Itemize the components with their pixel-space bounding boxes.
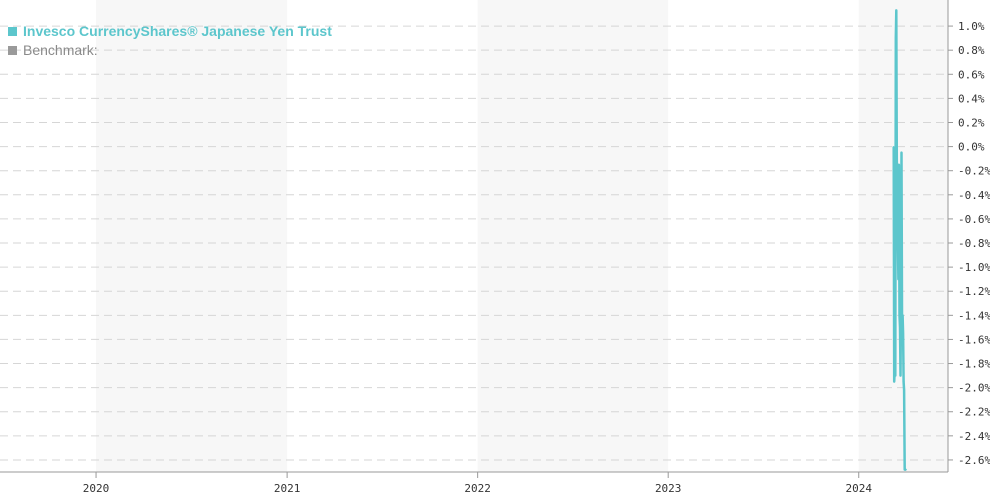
data-point [896,158,898,160]
data-point [893,145,895,148]
y-tick-label: -0.2% [958,165,990,178]
y-tick-label: -0.6% [958,213,990,226]
y-tick-label: 0.6% [958,68,985,81]
y-axis: 1.0% 0.8% 0.6% 0.4% 0.2% 0.0% -0.2% -0.4% -0.6% -… [947,0,990,472]
data-point [900,152,903,154]
data-point [902,332,904,335]
data-point [893,381,895,383]
legend-fund-label: Invesco CurrencyShares® Japanese Yen Tru… [23,23,332,39]
gridlines [0,25,948,461]
x-tick-label: 2022 [464,482,491,495]
y-tick-label: -2.6% [958,454,990,467]
y-tick-label: 0.4% [958,92,985,105]
year-band-2020 [96,0,288,472]
x-tick-label: 2024 [845,482,872,495]
x-tick-label: 2020 [83,482,110,495]
y-tick-label: -1.8% [958,358,990,371]
fund-swatch [8,27,17,36]
data-point [905,468,907,471]
data-point [900,308,902,310]
data-point [894,374,896,377]
series-layer [892,9,907,471]
data-point [903,389,905,391]
data-point [897,278,900,280]
data-point [904,468,906,471]
y-tick-label: -0.8% [958,237,990,250]
y-tick-label: 1.0% [958,20,985,33]
y-tick-label: -1.0% [958,261,990,274]
legend: Invesco CurrencyShares® Japanese Yen Tru… [8,22,332,60]
data-point [903,381,905,383]
data-point [898,164,900,166]
y-tick-label: -2.2% [958,406,990,419]
data-point [895,9,897,12]
y-tick-label: -0.4% [958,189,990,202]
y-tick-label: 0.2% [958,116,985,129]
data-point [897,242,899,244]
data-point [894,368,896,371]
y-tick-label: -2.0% [958,382,990,395]
data-point [896,212,898,214]
y-tick-label: 0.0% [958,141,985,154]
x-tick-label: 2021 [274,482,301,495]
x-tick-label: 2023 [655,482,682,495]
benchmark-swatch [8,46,17,55]
x-axis: 2020 2021 2022 2023 2024 [0,471,948,495]
year-bands [96,0,948,472]
y-tick-label: 0.8% [958,44,985,57]
y-tick-label: -2.4% [958,430,990,443]
data-point [898,314,901,316]
data-point [901,314,904,316]
y-tick-label: -1.2% [958,285,990,298]
year-band-2022 [477,0,669,472]
legend-item-fund[interactable]: Invesco CurrencyShares® Japanese Yen Tru… [8,22,332,41]
data-point [895,37,897,39]
legend-benchmark-label: Benchmark: [23,42,98,58]
y-tick-label: -1.4% [958,309,990,322]
data-point [899,374,902,377]
data-point [899,326,901,328]
legend-item-benchmark[interactable]: Benchmark: [8,41,332,60]
y-tick-label: -1.6% [958,333,990,346]
data-point [901,338,903,341]
